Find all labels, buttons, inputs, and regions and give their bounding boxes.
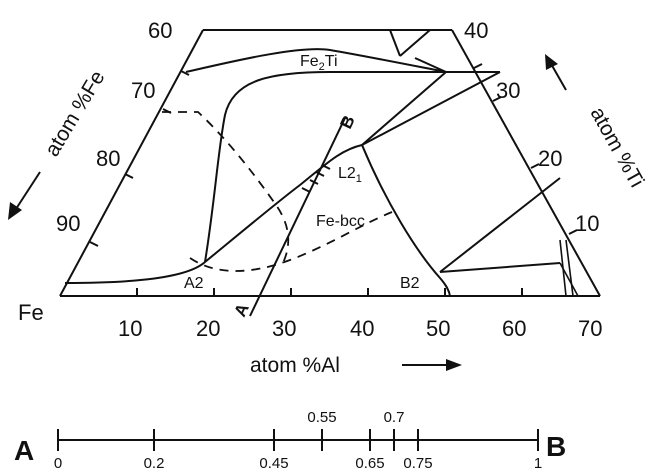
bottom-tick-label: 20 <box>196 316 220 341</box>
fe-corner-label: Fe <box>18 300 44 325</box>
phase-label-fe-bcc: Fe-bcc <box>316 213 365 230</box>
right-axis-line <box>451 29 601 297</box>
left-axis-arrow-line <box>13 171 41 213</box>
phase-label-l21: L21 <box>338 165 362 185</box>
path-tick <box>321 164 331 170</box>
left-tick-mark <box>180 70 190 76</box>
right-tick-mark <box>530 163 540 169</box>
right-axis-labels: 40 30 20 10 atom %Ti <box>464 18 648 236</box>
left-tick-label: 60 <box>148 18 172 43</box>
phase-label-b2: B2 <box>400 275 420 292</box>
fe2ti-end: Ti <box>325 53 338 70</box>
bottom-axis-ticks <box>136 288 523 296</box>
fe2ti-lower-boundary <box>185 48 447 73</box>
path-tick <box>301 187 311 193</box>
left-tick-label: 80 <box>96 146 120 171</box>
top-right-line-3 <box>414 57 447 73</box>
diagram-frame <box>59 29 601 297</box>
a-b-path-line <box>249 117 346 317</box>
left-axis-line <box>59 29 204 297</box>
tie-line-upper <box>439 177 561 273</box>
scale-label-below: 1 <box>534 455 542 472</box>
right-tick-label: 10 <box>575 211 599 236</box>
right-tick-label: 20 <box>538 146 562 171</box>
left-tick-label: 70 <box>131 78 155 103</box>
bottom-tick-label: 70 <box>578 316 602 341</box>
right-tick-label: 30 <box>496 78 520 103</box>
bottom-axis-arrowhead <box>446 359 462 371</box>
right-corner-line-3 <box>559 262 579 297</box>
scale-label-below: 0.65 <box>355 455 384 472</box>
phase-boundaries <box>64 29 579 297</box>
right-axis-arrow-line <box>549 61 567 91</box>
bottom-tick-label: 50 <box>426 316 450 341</box>
b2-boundary-curve <box>361 144 451 297</box>
right-axis-title: atom %Ti <box>586 103 649 191</box>
left-tick-mark <box>89 241 99 247</box>
fe2ti-subscript: 2 <box>319 61 325 73</box>
phase-label-a2: A2 <box>184 275 204 292</box>
l21-to-right-line <box>361 71 501 146</box>
scale-label-below: 0.45 <box>259 455 288 472</box>
scale-end-label: B <box>546 431 566 462</box>
dashed-boundaries <box>162 111 393 272</box>
bottom-axis-labels: 10 20 30 40 50 60 70 atom %Al <box>118 316 602 377</box>
phase-labels: Fe2Ti L21 Fe-bcc A2 B2 <box>184 53 420 292</box>
path-tick <box>309 179 319 185</box>
bottom-tick-label: 30 <box>272 316 296 341</box>
l21-boundary-curve <box>204 144 363 263</box>
bottom-tick-label: 10 <box>118 316 142 341</box>
path-tick <box>315 171 325 177</box>
bottom-axis-title: atom %Al <box>250 354 340 377</box>
left-tick-label: 90 <box>56 211 80 236</box>
scale-label-below: 0.75 <box>403 455 432 472</box>
a-b-scale: A B 0 0.2 0.45 0.65 0.75 1 0.55 0.7 <box>14 409 566 472</box>
scale-label-below: 0 <box>54 455 62 472</box>
right-corner-line-2 <box>565 239 574 297</box>
scale-label-above: 0.7 <box>384 409 405 426</box>
left-axis-arrowhead <box>8 202 22 220</box>
a2-lower-curve <box>64 261 206 284</box>
right-axis-arrowhead <box>545 54 558 70</box>
top-right-line-2 <box>399 29 431 57</box>
phase-label-fe2ti: Fe2Ti <box>300 53 338 73</box>
scale-label-above: 0.55 <box>307 409 336 426</box>
dashed-upper-boundary <box>162 111 290 266</box>
right-tick-label: 40 <box>464 18 488 43</box>
bottom-tick-label: 60 <box>502 316 526 341</box>
left-tick-mark <box>124 173 134 179</box>
top-right-line-1 <box>389 29 401 57</box>
fe2ti-to-l21-line <box>361 71 447 146</box>
scale-label-below: 0.2 <box>144 455 165 472</box>
a2-boundary-curve <box>204 71 446 263</box>
right-axis-ticks <box>473 63 578 235</box>
scale-start-label: A <box>14 435 34 466</box>
l21-main: L2 <box>338 165 356 182</box>
right-tick-mark <box>473 63 483 69</box>
tie-line-lower <box>439 262 561 273</box>
right-tick-mark <box>492 96 502 102</box>
bottom-tick-label: 40 <box>350 316 374 341</box>
l21-subscript: 1 <box>356 173 362 185</box>
fe2ti-main: Fe <box>300 53 319 70</box>
right-tick-mark <box>568 229 578 235</box>
dashed-lower-boundary <box>189 211 393 272</box>
path-start-label: A <box>230 301 252 320</box>
